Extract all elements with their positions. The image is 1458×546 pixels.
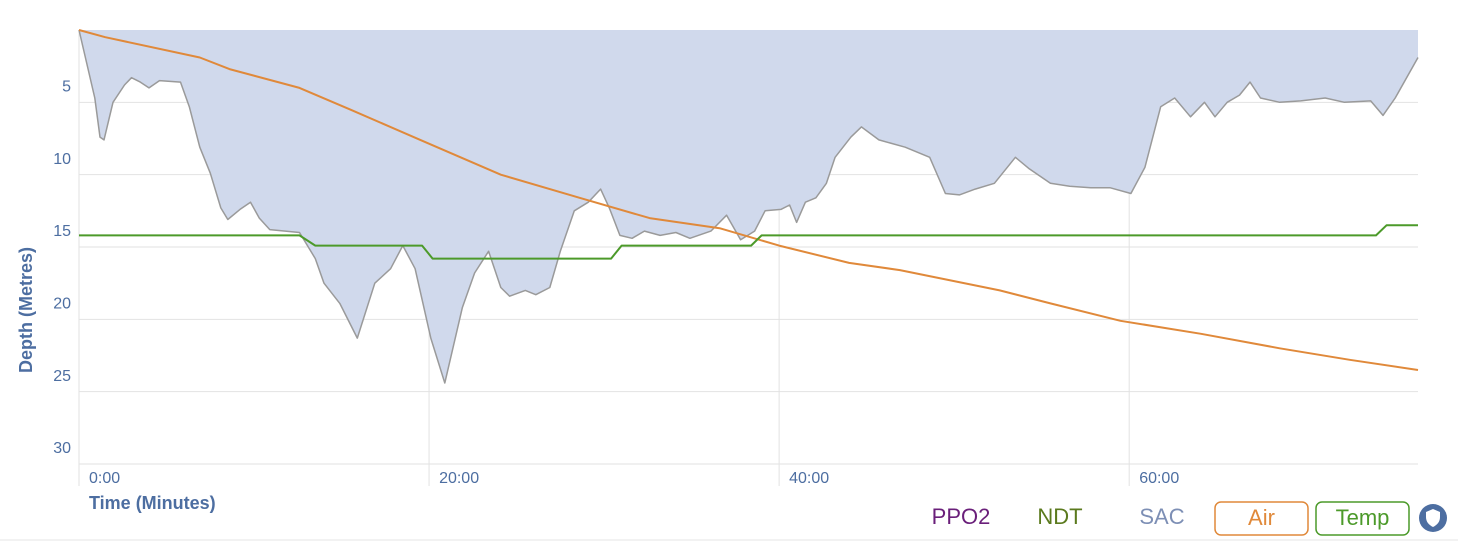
- depth-line: [78, 29, 1419, 384]
- legend-button[interactable]: Temp: [1315, 501, 1410, 536]
- y-tick-label: 10: [53, 151, 71, 168]
- legend-button-box: [1214, 501, 1309, 536]
- legend-button-box: [1315, 501, 1410, 536]
- legend-toggle[interactable]: SAC: [1139, 504, 1184, 529]
- depth-area: [79, 30, 1418, 383]
- y-tick-label: 25: [53, 368, 71, 385]
- legend-toggle[interactable]: NDT: [1037, 504, 1082, 529]
- x-tick-label: 60:00: [1139, 470, 1179, 487]
- legend-label: Temp: [1336, 505, 1390, 530]
- x-tick-label: 20:00: [439, 470, 479, 487]
- x-tick-label: 40:00: [789, 470, 829, 487]
- y-tick-label: 5: [62, 79, 71, 96]
- y-axis-label: Depth (Metres): [16, 247, 36, 373]
- series-line: [79, 224, 1418, 260]
- x-tick-label: 0:00: [89, 470, 120, 487]
- x-axis-label: Time (Minutes): [89, 493, 216, 513]
- y-tick-label: 30: [53, 440, 71, 457]
- series-line: [78, 29, 1419, 371]
- legend-label: Air: [1248, 505, 1275, 530]
- legend-toggle[interactable]: PPO2: [932, 504, 991, 529]
- y-tick-label: 20: [53, 296, 71, 313]
- legend-button[interactable]: Air: [1214, 501, 1309, 536]
- y-tick-label: 15: [53, 223, 71, 240]
- shield-button[interactable]: [1419, 504, 1447, 532]
